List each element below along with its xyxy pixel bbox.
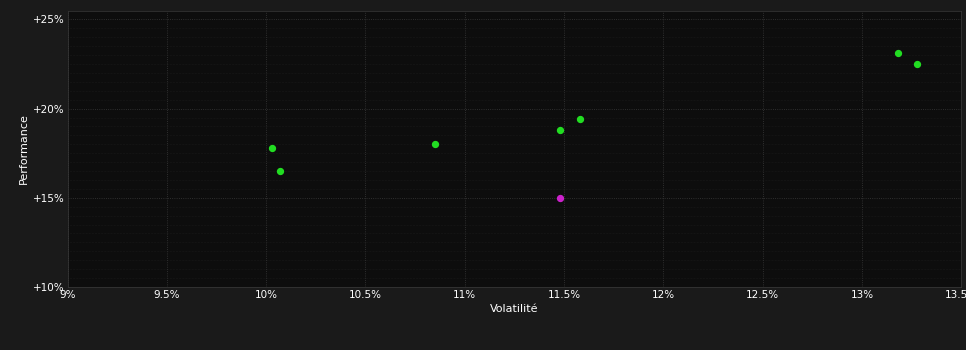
Point <box>553 195 568 201</box>
Point <box>572 117 587 122</box>
Y-axis label: Performance: Performance <box>19 113 29 184</box>
Point <box>890 50 905 56</box>
Point <box>265 145 280 150</box>
Point <box>553 127 568 133</box>
Point <box>910 61 925 67</box>
Point <box>427 141 442 147</box>
X-axis label: Volatilité: Volatilité <box>490 304 539 314</box>
Point <box>272 168 288 174</box>
